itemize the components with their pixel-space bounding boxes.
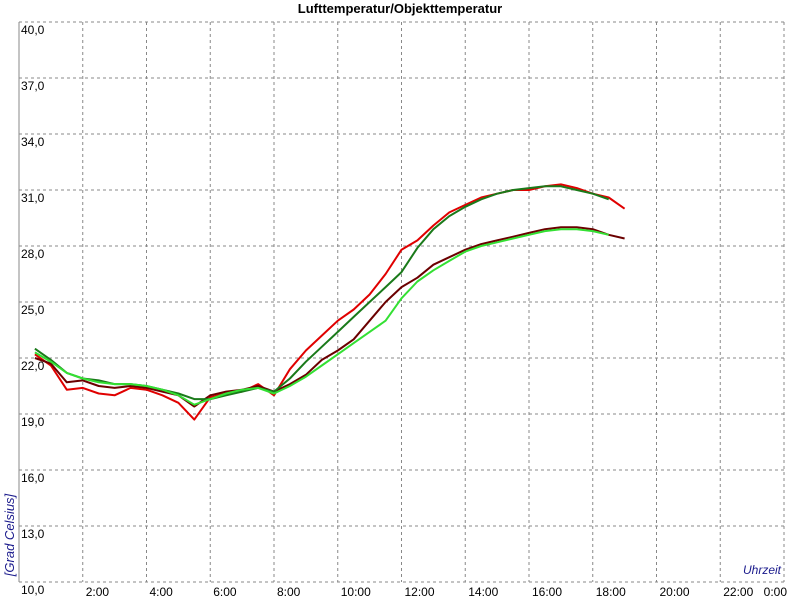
- y-tick-label: 16,0: [21, 471, 45, 485]
- y-tick-label: 25,0: [21, 303, 45, 317]
- x-tick-label: 22:00: [723, 585, 753, 599]
- chart-title: Lufttemperatur/Objekttemperatur: [298, 1, 502, 16]
- series-line: [34, 226, 625, 408]
- x-tick-label: 14:00: [468, 585, 498, 599]
- x-tick-label: 4:00: [150, 585, 174, 599]
- x-tick-label: 12:00: [405, 585, 435, 599]
- x-tick-label: 8:00: [277, 585, 301, 599]
- x-tick-label: 18:00: [596, 585, 626, 599]
- y-tick-label: 34,0: [21, 135, 45, 149]
- y-tick-label: 31,0: [21, 191, 45, 205]
- series-line: [34, 228, 609, 406]
- y-tick-label: 10,0: [21, 583, 45, 597]
- x-tick-label: 20:00: [660, 585, 690, 599]
- x-tick-label: 6:00: [213, 585, 237, 599]
- x-tick-label: 2:00: [86, 585, 110, 599]
- x-tick-label: 10:00: [341, 585, 371, 599]
- x-tick-label: 0:00: [764, 585, 788, 599]
- y-tick-label: 22,0: [21, 359, 45, 373]
- y-tick-label: 13,0: [21, 527, 45, 541]
- x-tick-label: 16:00: [532, 585, 562, 599]
- y-tick-label: 37,0: [21, 79, 45, 93]
- y-tick-label: 19,0: [21, 415, 45, 429]
- y-tick-label: 28,0: [21, 247, 45, 261]
- x-axis-label: Uhrzeit: [743, 563, 782, 577]
- series-line: [34, 183, 626, 421]
- y-axis-label: [Grad Celsius]: [2, 493, 17, 577]
- series-line: [34, 185, 610, 401]
- y-tick-label: 40,0: [21, 23, 45, 37]
